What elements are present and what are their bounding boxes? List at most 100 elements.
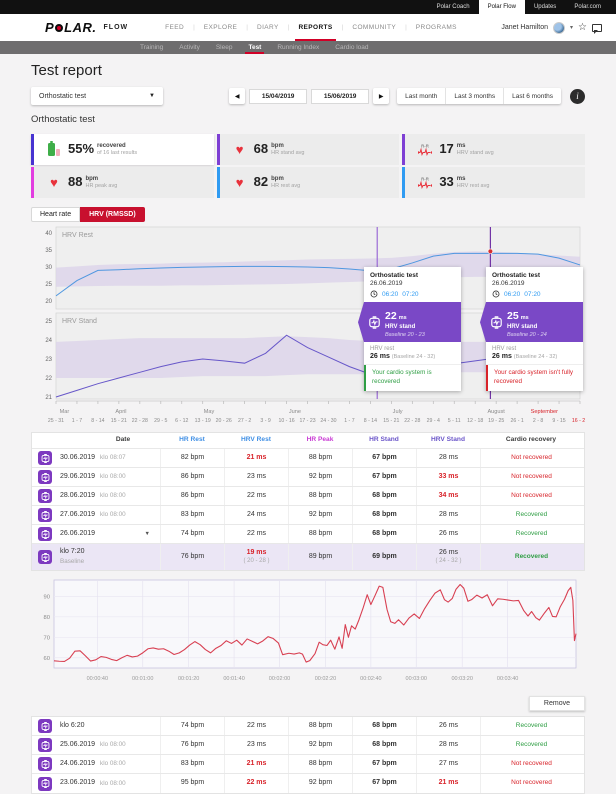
logo-text-lar: LAR — [64, 20, 93, 35]
subnav-item-training[interactable]: Training — [140, 44, 164, 51]
table-row[interactable]: 28.06.2019 klo 08:00 86 bpm 22 ms 88 bpm 68 b… — [32, 487, 584, 506]
row-test-icon-cell — [32, 544, 58, 570]
value-cell: 22 ms — [224, 774, 288, 793]
nav-item-programs[interactable]: PROGRAMS — [415, 24, 457, 31]
week-label: 8 - 14 — [364, 418, 377, 424]
value-cell: 88 bpm — [288, 487, 352, 505]
week-label: 25 - 31 — [48, 418, 64, 424]
date-from-field[interactable]: 15/04/2019 — [249, 88, 308, 104]
table-row[interactable]: klo 7:20 Baseline 76 bpm 19 ms( 20 - 28 ) 89… — [32, 544, 584, 570]
card-side: ms HRV stand avg — [457, 142, 494, 157]
orthostatic-watch-icon — [41, 472, 49, 482]
nav-item-diary[interactable]: DIARY — [256, 24, 279, 31]
cell-value: 74 bpm — [180, 529, 205, 537]
column-header-hrv-rest: HRV Rest — [241, 436, 271, 444]
date-cell: 26.06.2019 ▼ — [58, 525, 160, 543]
nav-item-explore[interactable]: EXPLORE — [203, 24, 238, 31]
card-sublabel: HRV rest avg — [456, 183, 490, 190]
row-date: 23.06.2019 — [60, 779, 96, 787]
favorites-star-icon[interactable]: ☆ — [578, 21, 587, 33]
user-menu-caret-icon[interactable]: ▾ — [570, 25, 574, 31]
card-body: 82 bpm HR rest avg — [254, 175, 301, 190]
table-row[interactable]: 24.06.2019 klo 08:00 83 bpm 21 ms 88 bpm 67 b… — [32, 755, 584, 774]
cell-value: 88 bpm — [308, 491, 333, 499]
cell-value: 69 bpm — [372, 552, 397, 560]
cell-value: 95 bpm — [180, 779, 205, 787]
card-value: 68 — [253, 140, 269, 156]
banner-label: HRV stand — [385, 324, 416, 330]
info-button[interactable]: i — [570, 88, 585, 104]
subnav-item-sleep[interactable]: Sleep — [215, 44, 233, 51]
week-label: 13 - 19 — [195, 418, 211, 424]
range-button-last-month[interactable]: Last month — [405, 92, 438, 100]
topbar-link-updates[interactable]: Updates — [533, 4, 557, 10]
toggle-heart-rate[interactable]: Heart rate — [31, 207, 81, 222]
table-row[interactable]: 29.06.2019 klo 08:00 86 bpm 23 ms 92 bpm 67 b… — [32, 468, 584, 487]
nav-item-reports[interactable]: REPORTS — [289, 14, 341, 41]
value-cell: 21 ms — [224, 449, 288, 467]
table-row[interactable]: 27.06.2019 klo 08:00 83 bpm 24 ms 92 bpm 68 b… — [32, 506, 584, 525]
table-row[interactable]: klo 6:20 74 bpm 22 ms 88 bpm 68 bpm 26 ms Reco… — [32, 717, 584, 736]
rest-label: HRV rest — [370, 346, 395, 353]
date-cell: 27.06.2019 klo 08:00 — [58, 506, 160, 524]
row-expand-caret-icon[interactable]: ▼ — [144, 530, 150, 537]
topbar-link-polar-flow[interactable]: Polar Flow — [478, 0, 525, 14]
panel-label-hrv-rest: HRV Rest — [62, 232, 93, 239]
recovery-cell: Recovered — [480, 736, 582, 754]
card-body: 88 bpm HR peak avg — [68, 175, 117, 190]
subnav-item-test[interactable]: Test — [240, 41, 269, 54]
hr-xtick-label: 00:02:00 — [269, 676, 290, 682]
row-test-icon-cell — [32, 506, 58, 524]
polar-logo[interactable]: P LAR. — [45, 20, 97, 35]
nav-item-community[interactable]: COMMUNITY — [352, 24, 397, 31]
month-label-june: June — [289, 409, 301, 415]
user-name[interactable]: Janet Hamilton — [501, 24, 549, 31]
avatar[interactable] — [553, 21, 566, 34]
subnav-item-activity[interactable]: Activity — [179, 44, 200, 51]
row-time: klo 08:00 — [100, 473, 126, 481]
range-button-last-3-months[interactable]: Last 3 months — [445, 88, 503, 104]
next-period-button[interactable]: ▶ — [373, 88, 390, 104]
feedback-chat-icon[interactable] — [592, 23, 602, 34]
table-row[interactable]: 26.06.2019 ▼ 74 bpm 22 ms 88 bpm 68 bpm 26 ms R… — [32, 525, 584, 544]
topbar-link-polar-com[interactable]: Polar.com — [574, 4, 601, 10]
hr-ytick-label: 90 — [44, 594, 50, 600]
nav-separator: | — [287, 24, 290, 31]
value-cell: 82 bpm — [160, 449, 224, 467]
table-row[interactable]: 30.06.2019 klo 08:07 82 bpm 21 ms 88 bpm 67 b… — [32, 449, 584, 468]
subnav-item-cardio-load[interactable]: Cardio load — [335, 44, 369, 51]
week-label: 19 - 25 — [488, 418, 504, 424]
orthostatic-test-badge — [38, 757, 52, 771]
week-label: 22 - 28 — [404, 418, 420, 424]
subnav-item-running-index[interactable]: Running Index — [277, 44, 320, 51]
prev-period-button[interactable]: ◀ — [229, 88, 246, 104]
nav-item-feed[interactable]: FEED — [165, 24, 185, 31]
rest-label: HRV rest — [492, 346, 517, 353]
month-label-july: July — [393, 409, 403, 415]
month-label-september: September — [531, 409, 558, 415]
toggle-hrv-rmssd[interactable]: HRV (RMSSD) — [80, 207, 145, 222]
value-cell: 68 bpm — [352, 736, 416, 754]
cell-value: 74 bpm — [180, 721, 205, 729]
rr-icon: R-R — [415, 143, 435, 156]
orthostatic-watch-icon — [41, 491, 49, 501]
report-type-dropdown[interactable]: Orthostatic test ▼ — [31, 87, 163, 105]
tooltip-time-end: 07:20 — [402, 290, 419, 298]
svg-text:R-R: R-R — [422, 177, 431, 182]
hr-series-line — [53, 583, 577, 663]
test-tooltip-1: Orthostatic test 26.06.2019 06:20 07:20 22 ms… — [358, 267, 461, 392]
tooltip-time-end: 07:20 — [524, 290, 541, 298]
table-row[interactable]: 25.06.2019 klo 08:00 76 bpm 23 ms 92 bpm 68 b… — [32, 736, 584, 755]
clock-icon — [370, 290, 378, 298]
range-button-last-6-months[interactable]: Last 6 months — [503, 88, 561, 104]
date-to-field[interactable]: 15/06/2019 — [311, 88, 370, 104]
cell-value: 23 ms — [246, 472, 267, 480]
table-row[interactable]: 23.06.2019 klo 08:00 95 bpm 22 ms 92 bpm 67 b… — [32, 774, 584, 793]
value-cell: 69 bpm — [352, 544, 416, 570]
ytick-label: 23 — [45, 357, 52, 363]
topbar-link-polar-coach[interactable]: Polar Coach — [436, 4, 470, 10]
week-label: 15 - 21 — [111, 418, 127, 424]
value-cell: 34 ms — [416, 487, 480, 505]
remove-button[interactable]: Remove — [528, 696, 585, 711]
user-area: Janet Hamilton ▾ ☆ — [501, 21, 602, 34]
